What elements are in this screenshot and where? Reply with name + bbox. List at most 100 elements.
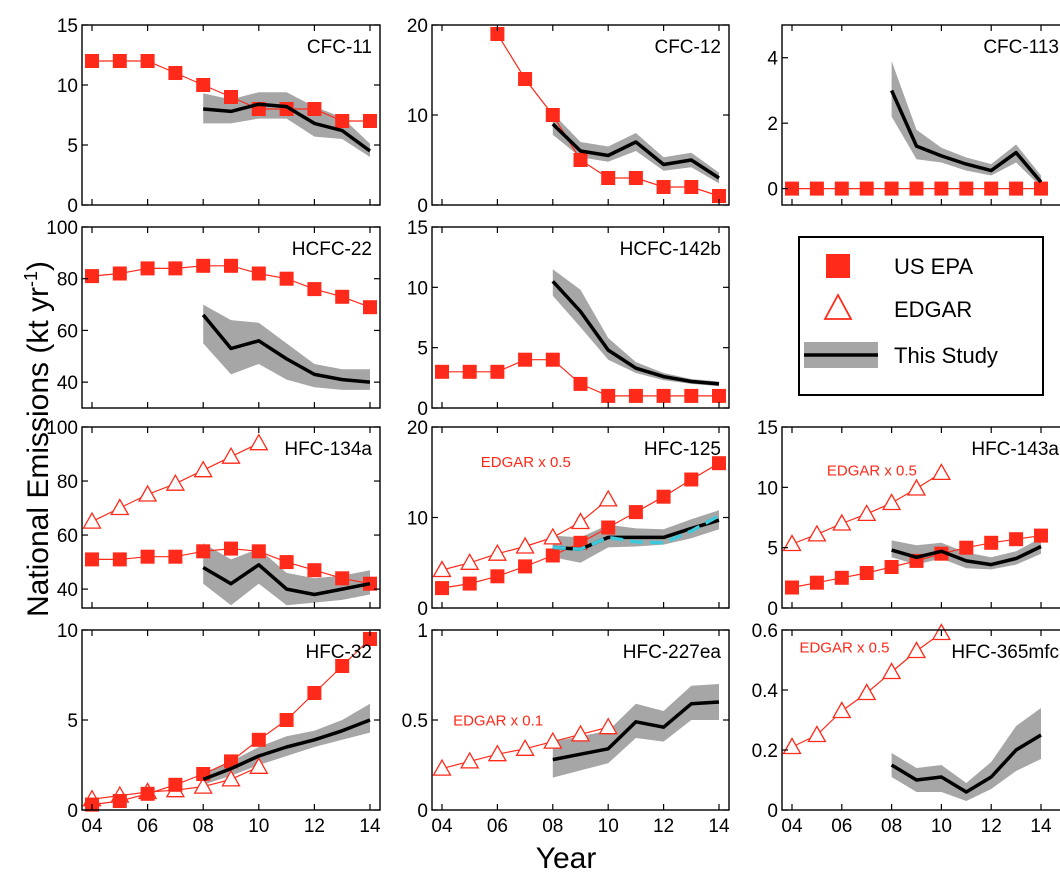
uncertainty-band (552, 113, 719, 184)
edgar-point (487, 543, 508, 561)
us-epa-point (545, 352, 560, 367)
panel-title: HFC-134a (284, 439, 372, 460)
y-tick-label: 15 (57, 16, 78, 37)
us-epa-point (140, 54, 155, 68)
panel-background (432, 25, 729, 205)
edgar-point (487, 744, 508, 762)
us-epa-point (490, 27, 505, 41)
x-tick-label: 08 (881, 816, 902, 837)
us-epa-point (959, 181, 974, 196)
panel-frame (431, 226, 730, 409)
y-tick-label: 5 (767, 539, 778, 560)
us-epa-point (809, 181, 824, 196)
x-tick-label: 12 (304, 816, 325, 837)
us-epa-point (712, 189, 726, 203)
us-epa-point (112, 552, 127, 567)
panel-hfc-134a: 40 60 80 100 HFC-134a (46, 418, 381, 609)
edgar-point (857, 504, 877, 522)
x-tick-label: 06 (487, 816, 508, 837)
edgar-point (570, 512, 591, 530)
us-epa-point (307, 686, 322, 700)
y-axis-label-superscript: -1 (21, 271, 41, 287)
edgar-point (543, 527, 563, 545)
us-epa-point (809, 575, 824, 590)
legend-study-label: This Study (894, 343, 998, 368)
us-epa-point (859, 181, 874, 196)
us-epa-point (140, 261, 155, 276)
y-tick-label: 80 (57, 472, 78, 493)
panel-title: CFC-12 (654, 37, 721, 58)
us-epa-point (196, 258, 211, 273)
us-epa-point (490, 569, 505, 584)
us-epa-point (307, 282, 322, 297)
y-tick-label: 40 (57, 580, 78, 601)
x-tick-label: 08 (542, 816, 563, 837)
us-epa-point (168, 66, 183, 80)
edgar-point (432, 758, 452, 776)
panel-hfc-32: 0 5 10 04 06 08 10 12 14 HFC-32 (57, 621, 381, 837)
us-epa-point (251, 266, 266, 281)
us-epa-point (884, 560, 899, 574)
us-epa-point (859, 566, 874, 580)
us-epa-point (363, 300, 377, 315)
legend-epa-marker (826, 254, 850, 278)
y-tick-label: 40 (57, 373, 78, 394)
us-epa-point (656, 180, 671, 194)
y-tick-label: 0.6 (752, 621, 778, 642)
y-axis-label-main: National Emissions (kt yr (22, 287, 55, 617)
y-tick-label: 20 (407, 16, 428, 37)
us-epa-point (628, 388, 643, 403)
panel-hcfc-22: 40 60 80 100 HCFC-22 (46, 218, 381, 409)
panel-background (782, 25, 1060, 205)
us-epa-point (785, 181, 799, 196)
panel-hfc-227ea: 0 0.5 1 04 06 08 10 12 14 HFC-227ea EDGAR x 0.1 (402, 621, 730, 837)
alternate-estimate-line (552, 514, 720, 551)
us-epa-point (435, 581, 449, 596)
edgar-scale-note: EDGAR x 0.5 (799, 640, 889, 657)
panel-frame (781, 426, 1060, 609)
us-epa-point (112, 266, 127, 281)
panel-frame (781, 24, 1060, 206)
edgar-point (857, 683, 877, 701)
panel-title: CFC-113 (983, 37, 1059, 58)
edgar-point (570, 724, 591, 742)
panel-title: HCFC-142b (620, 239, 721, 260)
x-tick-label: 10 (931, 816, 952, 837)
us-epa-point (279, 555, 294, 570)
us-epa-point (1009, 532, 1024, 547)
us-epa-point (712, 456, 726, 471)
us-epa-point (140, 549, 155, 564)
edgar-point (460, 552, 480, 570)
us-epa-point (834, 570, 849, 585)
this-study-line (890, 89, 1043, 184)
uncertainty-band (891, 61, 1041, 187)
us-epa-point (984, 181, 999, 196)
y-tick-label: 15 (407, 218, 428, 239)
us-epa-point (224, 754, 238, 769)
edgar-point (782, 534, 802, 552)
edgar-point (460, 751, 480, 769)
edgar-point (931, 463, 952, 481)
panels: 051015CFC-1101020CFC-12024CFC-1134060801… (46, 16, 1060, 837)
edgar-point (515, 738, 535, 756)
y-tick-label: 10 (57, 621, 78, 642)
panel-cfc-12: 0 10 20 CFC-12 (407, 16, 730, 217)
us-epa-point (712, 388, 726, 403)
us-epa-point (785, 580, 799, 595)
y-axis-label: National Emissions (kt yr-1) (21, 261, 55, 617)
panel-title: CFC-11 (307, 37, 372, 58)
x-tick-label: 08 (193, 816, 214, 837)
edgar-point (221, 446, 241, 464)
us-epa-point (435, 364, 449, 379)
this-study-line (551, 122, 720, 180)
us-epa-point (601, 520, 616, 535)
us-epa-point (601, 171, 616, 185)
y-tick-label: 4 (767, 49, 778, 70)
y-tick-label: 0 (417, 801, 428, 822)
panel-frame (81, 426, 381, 609)
y-tick-label: 100 (46, 418, 78, 439)
us-epa-point (934, 546, 949, 561)
this-study-line (203, 102, 372, 153)
uncertainty-band (203, 543, 370, 606)
